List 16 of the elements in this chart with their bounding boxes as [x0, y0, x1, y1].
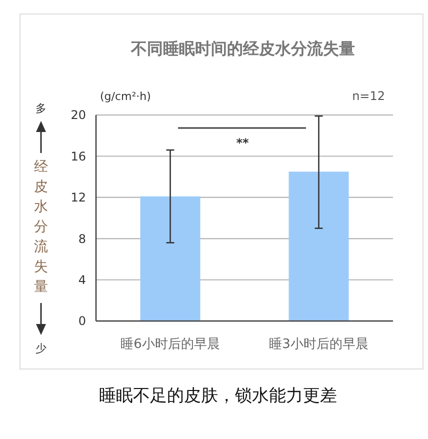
text: 睡眠不足的皮肤，锁水能力更差: [99, 386, 337, 406]
text: (g/cm²·h): [100, 90, 151, 103]
y-tick-label: 8: [78, 232, 86, 246]
y-tick-label: 4: [78, 273, 86, 287]
y-tick-label: 0: [78, 314, 86, 328]
y-tick-label: 16: [70, 149, 86, 164]
y-tick-label: 12: [70, 190, 86, 205]
text: 少: [36, 342, 46, 355]
chart-title: 不同睡眠时间的经皮水分流失量: [130, 39, 355, 58]
text: n=12: [352, 89, 385, 103]
y-tick-label: 20: [70, 108, 86, 122]
annotation: **: [236, 136, 250, 150]
text: 多: [36, 102, 46, 115]
x-tick-label: 睡6小时后的早晨: [120, 337, 220, 352]
y-axis-title: 经皮水分流失量: [34, 159, 48, 295]
x-tick-label: 睡3小时后的早晨: [269, 337, 368, 352]
